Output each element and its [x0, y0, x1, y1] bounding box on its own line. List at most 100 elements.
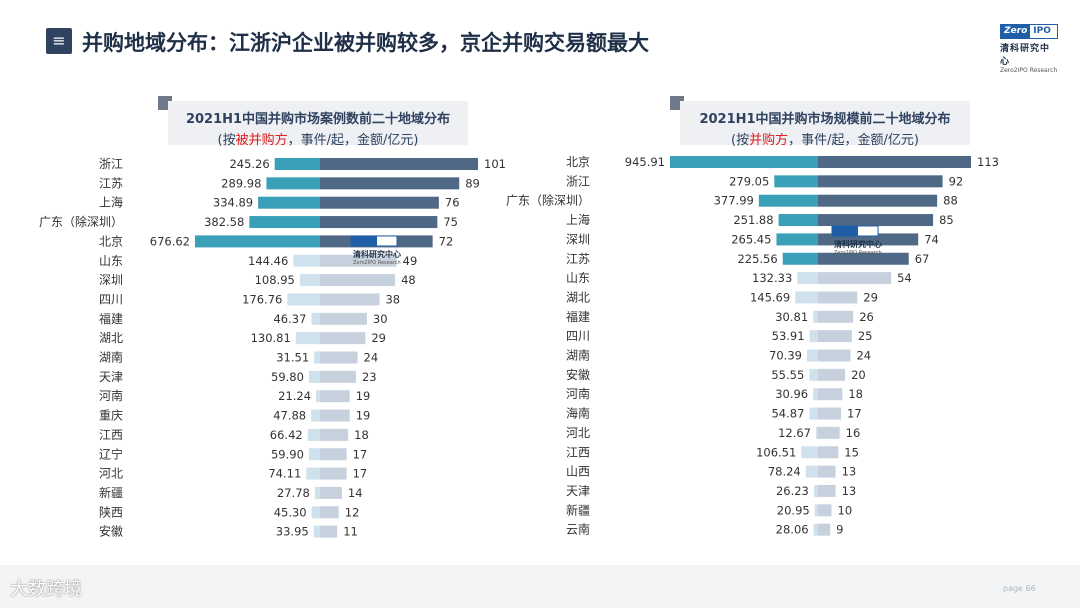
page-title: 并购地域分布：江浙沪企业被并购较多，京企并购交易额最大: [82, 31, 649, 55]
count-bar-r-17: [818, 484, 836, 497]
watermark-en-r: Zero2IPO Research: [834, 250, 882, 256]
amount-label-l-9: 130.81: [251, 331, 291, 345]
amount-label-l-14: 66.42: [270, 428, 303, 442]
amount-bar-r-17: [813, 484, 818, 497]
amount-label-r-7: 145.69: [750, 290, 790, 304]
count-label-r-3: 85: [939, 213, 954, 227]
count-bar-r-14: [818, 426, 840, 439]
category-label-l-11: 天津: [99, 370, 123, 384]
count-bar-r-3: [818, 214, 934, 227]
amount-bar-r-10: [806, 349, 818, 362]
category-label-l-0: 浙江: [99, 157, 123, 171]
count-bar-r-8: [818, 310, 854, 323]
amount-label-r-2: 377.99: [714, 194, 754, 208]
watermark-en-l: Zero2IPO Research: [353, 260, 401, 266]
count-label-r-5: 67: [915, 252, 930, 266]
amount-label-l-18: 45.30: [274, 505, 307, 519]
page-number: page 66: [1003, 584, 1036, 593]
amount-label-l-1: 289.98: [221, 176, 261, 190]
category-label-l-18: 陕西: [99, 504, 123, 519]
count-bar-l-16: [320, 467, 347, 480]
menu-icon: ≡: [46, 28, 72, 54]
category-label-r-10: 湖南: [566, 348, 590, 363]
category-label-r-16: 山西: [566, 465, 590, 479]
amount-label-l-19: 33.95: [276, 525, 309, 539]
count-label-l-18: 12: [345, 505, 360, 519]
zero2ipo-logo: Zero IPO 清科研究中心 Zero2IPO Research: [1000, 24, 1058, 74]
count-bar-r-11: [818, 368, 846, 381]
count-label-l-4: 72: [439, 234, 454, 248]
amount-bar-r-0: [670, 156, 818, 168]
count-label-r-12: 18: [848, 387, 863, 401]
logo-zero: Zero: [1001, 25, 1031, 38]
count-bar-l-0: [320, 158, 478, 170]
count-bar-l-13: [320, 409, 350, 422]
category-label-r-18: 新疆: [566, 502, 590, 517]
category-label-r-15: 江西: [566, 445, 590, 459]
count-label-r-19: 9: [836, 523, 843, 537]
category-label-l-10: 湖南: [99, 350, 123, 365]
amount-bar-r-9: [809, 330, 818, 343]
amount-label-l-15: 59.90: [271, 447, 304, 461]
amount-bar-l-15: [308, 448, 320, 461]
amount-bar-r-5: [782, 252, 818, 265]
amount-bar-l-8: [311, 312, 320, 325]
category-label-l-19: 安徽: [99, 524, 123, 539]
count-label-l-16: 17: [353, 467, 368, 481]
count-bar-r-9: [818, 330, 852, 343]
category-label-l-3: 广东（除深圳）: [39, 214, 123, 229]
count-label-r-2: 88: [943, 194, 958, 208]
amount-label-r-1: 279.05: [729, 174, 769, 188]
amount-label-r-3: 251.88: [733, 213, 773, 227]
amount-bar-r-11: [809, 368, 818, 381]
count-bar-l-19: [320, 525, 338, 538]
amount-bar-r-12: [813, 388, 818, 401]
category-label-r-6: 山东: [566, 271, 590, 285]
footer-bar: [0, 565, 1080, 608]
amount-label-r-5: 225.56: [737, 252, 777, 266]
category-label-r-3: 上海: [566, 212, 590, 227]
count-label-r-0: 113: [977, 155, 999, 169]
count-bar-l-8: [320, 312, 367, 325]
logo-cn: 清科研究中心: [1000, 44, 1051, 67]
chart-title-box-right: 2021H1中国并购市场规模前二十地域分布 (按并购方，事件/起，金额/亿元): [680, 101, 970, 148]
amount-bar-r-1: [774, 175, 818, 188]
amount-bar-r-8: [813, 310, 818, 323]
count-bar-l-2: [320, 196, 439, 209]
count-label-r-9: 25: [858, 329, 873, 343]
category-label-l-9: 湖北: [99, 330, 123, 345]
category-label-l-7: 四川: [99, 292, 123, 306]
count-label-l-17: 14: [348, 486, 363, 500]
amount-label-l-5: 144.46: [248, 254, 288, 268]
count-label-r-6: 54: [897, 271, 912, 285]
logo-ipo: IPO: [1033, 26, 1051, 36]
count-bar-r-0: [818, 156, 971, 168]
count-label-r-16: 13: [842, 465, 857, 479]
amount-label-l-10: 31.51: [276, 351, 309, 365]
count-bar-l-10: [320, 351, 358, 364]
watermark-cn-l: 清科研究中心: [353, 249, 401, 259]
amount-bar-l-7: [287, 293, 320, 306]
footer-brand: 大数跨境: [10, 579, 82, 600]
amount-label-r-10: 70.39: [769, 349, 802, 363]
amount-label-l-16: 74.11: [268, 467, 301, 481]
chart-subtitle-right: (按并购方，事件/起，金额/亿元): [731, 133, 919, 148]
count-label-r-18: 10: [838, 503, 853, 517]
category-label-l-4: 北京: [99, 234, 123, 248]
amount-bar-r-6: [797, 272, 818, 285]
amount-label-r-12: 30.96: [775, 387, 808, 401]
chart-subtitle-left: (按被并购方，事件/起，金额/亿元): [217, 133, 419, 148]
amount-label-r-19: 28.06: [776, 523, 809, 537]
amount-label-r-17: 26.23: [776, 484, 809, 498]
category-label-r-11: 安徽: [566, 367, 590, 382]
count-bar-l-9: [320, 332, 366, 345]
count-bar-l-7: [320, 293, 380, 306]
count-label-r-8: 26: [859, 310, 874, 324]
count-bar-r-1: [818, 175, 943, 188]
count-label-r-14: 16: [846, 426, 861, 440]
amount-label-r-6: 132.33: [752, 271, 792, 285]
category-label-l-5: 山东: [99, 254, 123, 268]
amount-label-l-3: 382.58: [204, 215, 244, 229]
chart-title-box-left: 2021H1中国并购市场案例数前二十地域分布 (按被并购方，事件/起，金额/亿元…: [168, 101, 468, 148]
